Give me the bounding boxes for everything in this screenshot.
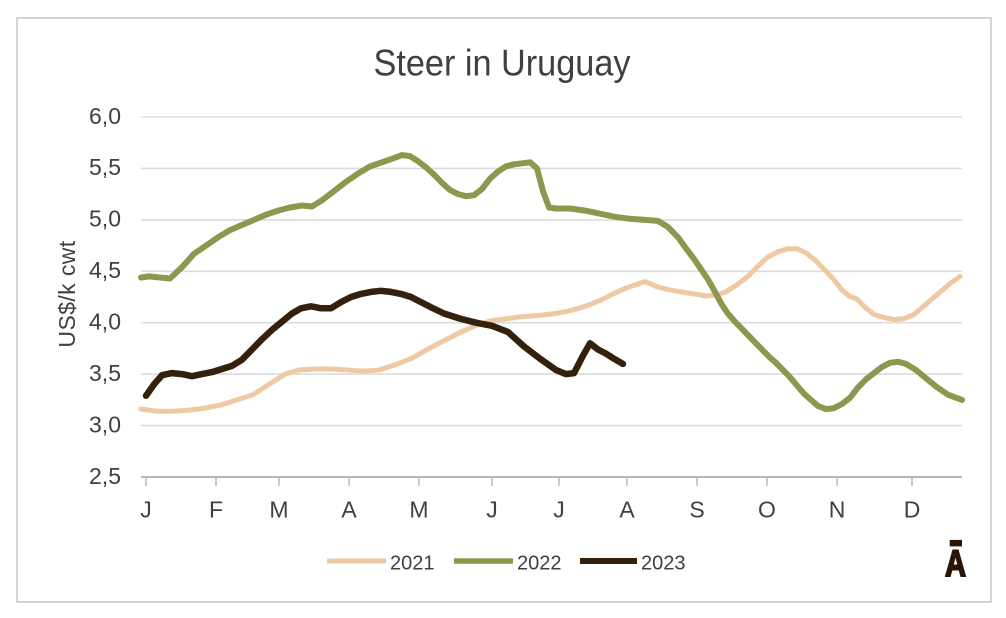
svg-text:A: A <box>619 496 635 522</box>
svg-text:2023: 2023 <box>641 553 686 575</box>
svg-text:3,5: 3,5 <box>89 360 121 386</box>
svg-text:M: M <box>269 496 288 522</box>
svg-text:2021: 2021 <box>390 553 435 575</box>
svg-text:5,0: 5,0 <box>89 206 121 232</box>
svg-text:J: J <box>553 496 565 522</box>
svg-text:6,0: 6,0 <box>89 103 121 129</box>
svg-text:5,5: 5,5 <box>89 154 121 180</box>
svg-text:2,5: 2,5 <box>89 463 121 489</box>
svg-text:J: J <box>140 496 152 522</box>
svg-text:4,5: 4,5 <box>89 257 121 283</box>
svg-text:D: D <box>904 496 921 522</box>
svg-text:4,0: 4,0 <box>89 309 121 335</box>
svg-text:N: N <box>829 496 846 522</box>
svg-text:US$/k cwt: US$/k cwt <box>54 240 80 347</box>
svg-text:J: J <box>486 496 498 522</box>
svg-text:M: M <box>409 496 428 522</box>
svg-text:A: A <box>945 544 966 585</box>
svg-text:O: O <box>758 496 776 522</box>
svg-text:3,0: 3,0 <box>89 411 121 437</box>
svg-text:A: A <box>341 496 357 522</box>
svg-text:2022: 2022 <box>517 553 562 575</box>
svg-text:S: S <box>689 496 704 522</box>
svg-text:Steer in Uruguay: Steer in Uruguay <box>374 43 631 84</box>
svg-text:F: F <box>209 496 223 522</box>
